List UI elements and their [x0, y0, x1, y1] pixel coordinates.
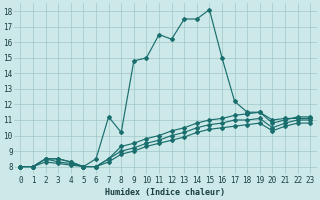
X-axis label: Humidex (Indice chaleur): Humidex (Indice chaleur)	[105, 188, 225, 197]
